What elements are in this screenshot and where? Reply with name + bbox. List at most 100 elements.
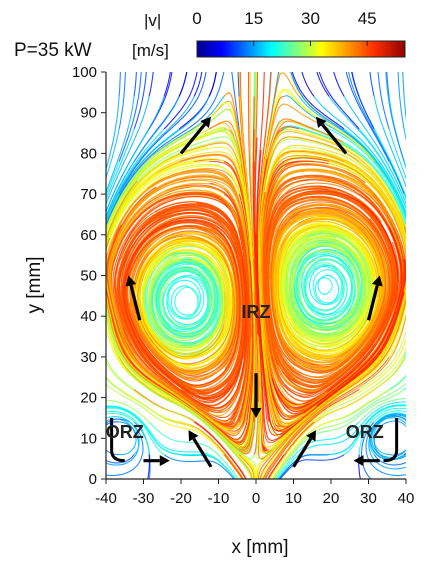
streamline (118, 72, 207, 195)
streamline (403, 193, 406, 201)
streamline (106, 418, 144, 477)
y-tick-label: 80 (80, 145, 97, 162)
streamline (403, 387, 406, 390)
streamline (283, 338, 406, 455)
streamline (238, 72, 255, 292)
streamline (106, 96, 135, 194)
colorbar-label-bottom: [m/s] (132, 41, 169, 60)
colorbar-tick-label: 30 (301, 9, 320, 28)
colorbar: |v| [m/s] 0 15 30 45 (132, 9, 406, 60)
streamline (313, 96, 406, 215)
streamline (262, 356, 390, 479)
zone-label: IRZ (242, 302, 271, 322)
streamline (388, 312, 406, 358)
streamline (114, 203, 246, 413)
streamline (253, 72, 257, 162)
streamline (106, 193, 254, 440)
streamline (313, 347, 406, 423)
streamline (279, 454, 345, 479)
streamline (369, 413, 406, 461)
streamline (264, 389, 360, 479)
streamline (258, 128, 405, 427)
streamline (106, 406, 195, 456)
y-tick-label: 40 (80, 308, 97, 325)
streamline (259, 226, 406, 479)
streamline (272, 421, 345, 479)
streamline (256, 161, 406, 479)
streamline (142, 244, 232, 366)
streamline (106, 399, 150, 423)
x-tick-label: 20 (323, 490, 340, 507)
axes: -40 -30 -20 -10 0 10 20 30 40 0 10 20 30 40 50 60 70 80 9… (72, 64, 414, 507)
streamline (270, 207, 390, 374)
x-tick-label: 10 (285, 490, 302, 507)
streamline (298, 401, 406, 456)
y-tick-label: 100 (72, 64, 97, 81)
streamline (368, 417, 406, 470)
streamline (148, 421, 240, 479)
streamline (265, 188, 397, 391)
streamline (347, 72, 405, 195)
streamline (106, 128, 135, 202)
streamline (283, 230, 368, 339)
streamline (358, 407, 406, 455)
streamline (106, 421, 140, 466)
y-ticks: 0 10 20 30 40 50 60 70 80 90 100 (72, 64, 106, 488)
streamline (254, 137, 405, 442)
streamline (148, 72, 173, 130)
y-tick-label: 30 (80, 349, 97, 366)
streamline (333, 72, 345, 97)
flow-arrow (292, 430, 316, 468)
flow-arrow (250, 373, 262, 418)
streamline (106, 356, 135, 390)
streamline (373, 421, 406, 460)
flow-arrow (125, 275, 142, 321)
streamline (257, 160, 406, 453)
colorbar-gradient (196, 40, 406, 58)
streamline (106, 128, 120, 180)
flow-arrow (143, 455, 170, 467)
flow-arrows (110, 116, 399, 468)
x-tick-label: -30 (133, 490, 155, 507)
streamline (351, 72, 375, 130)
streamline (106, 128, 165, 221)
chart-title: P=35 kW (14, 40, 92, 61)
streamline (122, 212, 242, 391)
colorbar-ticks: 0 15 30 45 (192, 9, 377, 46)
x-tick-label: 30 (360, 490, 377, 507)
x-tick-label: -40 (95, 490, 117, 507)
streamline (271, 389, 390, 479)
y-tick-label: 50 (80, 268, 97, 285)
streamline (106, 407, 165, 456)
x-tick-label: 40 (398, 490, 415, 507)
streamline (257, 160, 406, 448)
streamline (193, 421, 247, 479)
streamline (124, 216, 244, 386)
streamline (403, 96, 406, 121)
streamline (267, 421, 315, 479)
streamline (106, 96, 180, 219)
streamline (388, 374, 406, 390)
y-tick-label: 90 (80, 105, 97, 122)
streamline (298, 96, 406, 219)
streamline (133, 72, 137, 97)
streamline (329, 404, 406, 456)
streamline (126, 225, 245, 393)
streamline (118, 72, 127, 130)
x-ticks: -40 -30 -20 -10 0 10 20 30 40 (95, 479, 414, 507)
streamline (261, 128, 406, 479)
streamline (123, 220, 247, 400)
streamline (223, 454, 243, 479)
streamline (163, 454, 235, 479)
streamline (262, 170, 404, 405)
y-tick-label: 70 (80, 186, 97, 203)
streamline (208, 72, 217, 97)
streamline (358, 397, 406, 423)
streamline (151, 262, 216, 334)
colorbar-label-top: |v| (144, 11, 161, 30)
flow-arrow (188, 430, 213, 468)
flow-arrow (353, 455, 380, 467)
zone-label: ORZ (346, 422, 384, 442)
streamline (106, 155, 255, 448)
